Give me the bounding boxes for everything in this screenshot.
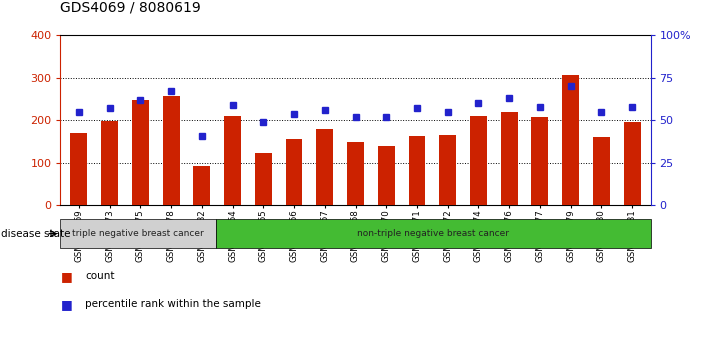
Bar [501, 112, 518, 205]
Text: ■: ■ [60, 270, 73, 282]
Bar [593, 137, 610, 205]
FancyBboxPatch shape [60, 219, 215, 248]
Bar [378, 146, 395, 205]
Bar [347, 142, 364, 205]
Bar [439, 135, 456, 205]
Text: disease state: disease state [1, 229, 70, 239]
Text: count: count [85, 271, 114, 281]
Text: ■: ■ [60, 298, 73, 311]
Text: non-triple negative breast cancer: non-triple negative breast cancer [357, 229, 509, 238]
Bar [409, 136, 425, 205]
Text: GDS4069 / 8080619: GDS4069 / 8080619 [60, 0, 201, 14]
Bar [163, 96, 180, 205]
Bar [255, 153, 272, 205]
Bar [562, 75, 579, 205]
Bar [470, 116, 487, 205]
Bar [224, 116, 241, 205]
Bar [531, 116, 548, 205]
Bar [624, 122, 641, 205]
FancyBboxPatch shape [215, 219, 651, 248]
Bar [132, 100, 149, 205]
Bar [316, 129, 333, 205]
Bar [286, 139, 302, 205]
Bar [70, 133, 87, 205]
Text: percentile rank within the sample: percentile rank within the sample [85, 299, 261, 309]
Bar [193, 166, 210, 205]
Text: triple negative breast cancer: triple negative breast cancer [73, 229, 204, 238]
Bar [101, 121, 118, 205]
